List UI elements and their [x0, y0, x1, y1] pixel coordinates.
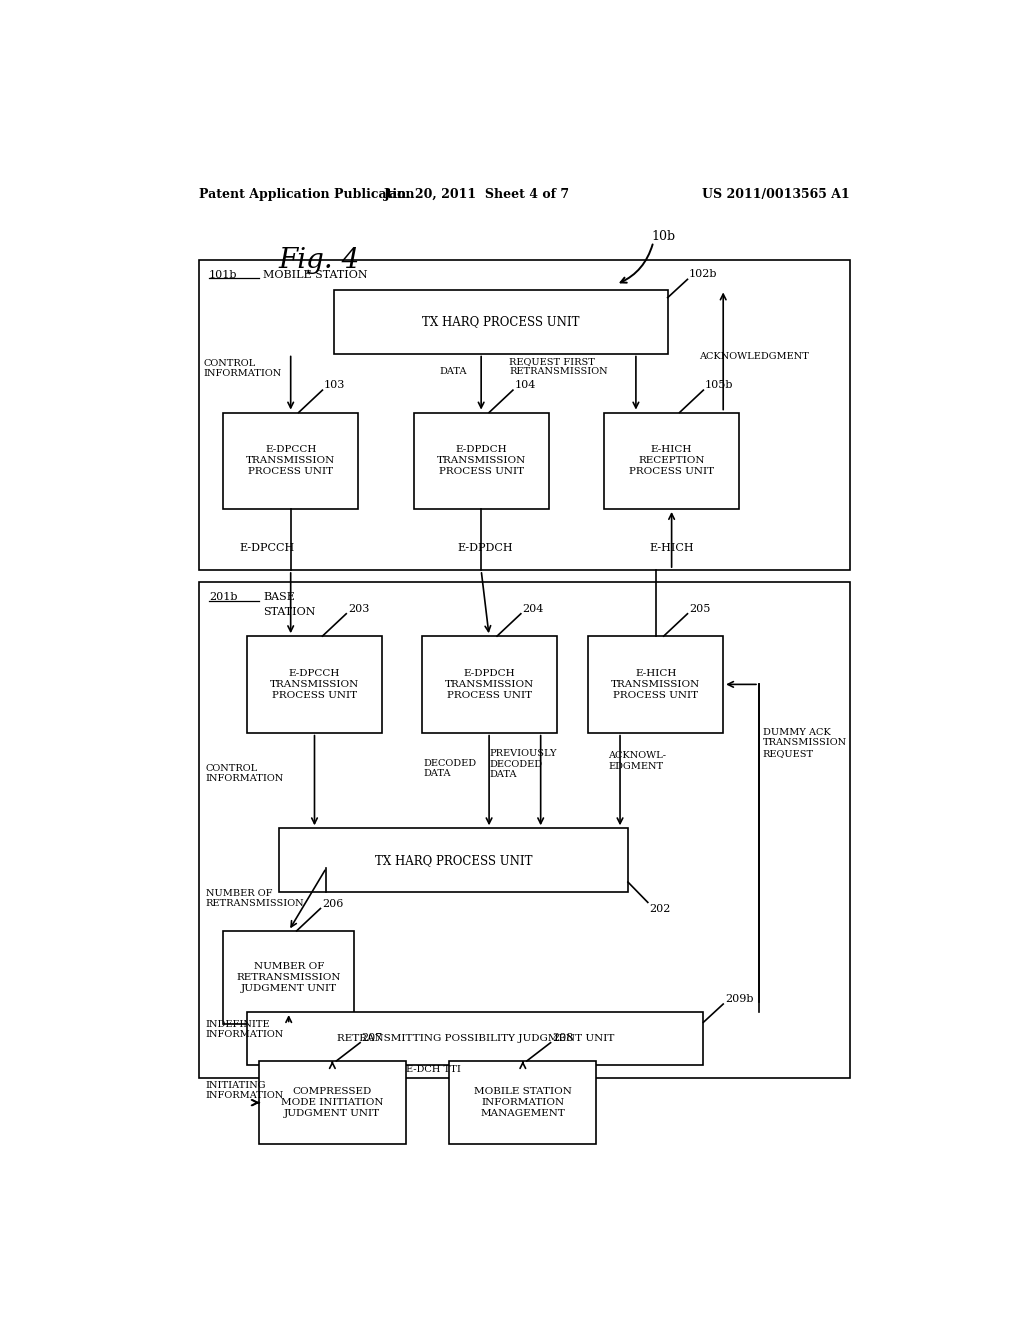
- FancyBboxPatch shape: [223, 412, 358, 510]
- Text: DUMMY ACK
TRANSMISSION
REQUEST: DUMMY ACK TRANSMISSION REQUEST: [763, 727, 847, 758]
- Text: E-DPCCH
TRANSMISSION
PROCESS UNIT: E-DPCCH TRANSMISSION PROCESS UNIT: [246, 445, 335, 477]
- FancyBboxPatch shape: [604, 412, 739, 510]
- FancyBboxPatch shape: [200, 582, 850, 1078]
- Text: 104: 104: [514, 380, 536, 391]
- Text: 101b: 101b: [209, 271, 238, 280]
- Text: E-HICH
RECEPTION
PROCESS UNIT: E-HICH RECEPTION PROCESS UNIT: [629, 445, 714, 477]
- Text: CONTROL
INFORMATION: CONTROL INFORMATION: [206, 764, 284, 783]
- Text: 204: 204: [522, 603, 544, 614]
- Text: REQUEST FIRST
RETRANSMISSION: REQUEST FIRST RETRANSMISSION: [509, 358, 607, 376]
- Text: 205: 205: [689, 603, 711, 614]
- Text: E-DCH TTI: E-DCH TTI: [406, 1065, 461, 1073]
- FancyBboxPatch shape: [223, 931, 354, 1024]
- Text: NUMBER OF
RETRANSMISSION: NUMBER OF RETRANSMISSION: [206, 888, 304, 908]
- Text: 102b: 102b: [689, 269, 718, 280]
- Text: 207: 207: [361, 1032, 383, 1043]
- Text: E-DPCCH
TRANSMISSION
PROCESS UNIT: E-DPCCH TRANSMISSION PROCESS UNIT: [270, 669, 359, 700]
- Text: MOBILE STATION: MOBILE STATION: [263, 271, 368, 280]
- Text: STATION: STATION: [263, 607, 315, 616]
- Text: E-DPDCH
TRANSMISSION
PROCESS UNIT: E-DPDCH TRANSMISSION PROCESS UNIT: [436, 445, 525, 477]
- FancyBboxPatch shape: [414, 412, 549, 510]
- Text: INITIATING
INFORMATION: INITIATING INFORMATION: [206, 1081, 284, 1100]
- Text: E-DPCCH: E-DPCCH: [240, 543, 295, 553]
- Text: NUMBER OF
RETRANSMISSION
JUDGMENT UNIT: NUMBER OF RETRANSMISSION JUDGMENT UNIT: [237, 962, 341, 993]
- Text: TX HARQ PROCESS UNIT: TX HARQ PROCESS UNIT: [375, 854, 532, 867]
- Text: MOBILE STATION
INFORMATION
MANAGEMENT: MOBILE STATION INFORMATION MANAGEMENT: [474, 1088, 571, 1118]
- Text: E-HICH: E-HICH: [649, 543, 694, 553]
- Text: ACKNOWL-
EDGMENT: ACKNOWL- EDGMENT: [608, 751, 667, 771]
- Text: 206: 206: [322, 899, 343, 908]
- Text: 105b: 105b: [705, 380, 733, 391]
- Text: CONTROL
INFORMATION: CONTROL INFORMATION: [204, 359, 282, 379]
- Text: 203: 203: [348, 603, 370, 614]
- Text: COMPRESSED
MODE INITIATION
JUDGMENT UNIT: COMPRESSED MODE INITIATION JUDGMENT UNIT: [282, 1088, 384, 1118]
- FancyBboxPatch shape: [259, 1061, 406, 1144]
- Text: Patent Application Publication: Patent Application Publication: [200, 189, 415, 202]
- FancyBboxPatch shape: [279, 828, 628, 892]
- FancyBboxPatch shape: [588, 636, 723, 733]
- Text: TX HARQ PROCESS UNIT: TX HARQ PROCESS UNIT: [422, 315, 580, 329]
- FancyBboxPatch shape: [334, 289, 668, 354]
- Text: DATA: DATA: [439, 367, 467, 376]
- FancyBboxPatch shape: [200, 260, 850, 570]
- Text: 202: 202: [649, 904, 671, 915]
- Text: E-DPDCH
TRANSMISSION
PROCESS UNIT: E-DPDCH TRANSMISSION PROCESS UNIT: [444, 669, 534, 700]
- Text: Fig. 4: Fig. 4: [279, 247, 360, 273]
- FancyBboxPatch shape: [247, 1012, 703, 1065]
- Text: DECODED
DATA: DECODED DATA: [423, 759, 476, 777]
- Text: 201b: 201b: [209, 593, 238, 602]
- Text: 208: 208: [552, 1032, 573, 1043]
- Text: 103: 103: [324, 380, 345, 391]
- FancyBboxPatch shape: [247, 636, 382, 733]
- Text: BASE: BASE: [263, 593, 295, 602]
- Text: ACKNOWLEDGMENT: ACKNOWLEDGMENT: [699, 352, 809, 362]
- Text: 209b: 209b: [725, 994, 754, 1005]
- Text: E-DPDCH: E-DPDCH: [458, 543, 513, 553]
- Text: Jan. 20, 2011  Sheet 4 of 7: Jan. 20, 2011 Sheet 4 of 7: [384, 189, 570, 202]
- FancyBboxPatch shape: [422, 636, 557, 733]
- Text: 10b: 10b: [652, 230, 676, 243]
- Text: E-HICH
TRANSMISSION
PROCESS UNIT: E-HICH TRANSMISSION PROCESS UNIT: [611, 669, 700, 700]
- Text: PREVIOUSLY
DECODED
DATA: PREVIOUSLY DECODED DATA: [489, 750, 557, 779]
- Text: US 2011/0013565 A1: US 2011/0013565 A1: [702, 189, 850, 202]
- FancyBboxPatch shape: [450, 1061, 596, 1144]
- Text: INDEFINITE
INFORMATION: INDEFINITE INFORMATION: [206, 1020, 284, 1039]
- Text: RETRANSMITTING POSSIBILITY JUDGMENT UNIT: RETRANSMITTING POSSIBILITY JUDGMENT UNIT: [337, 1034, 613, 1043]
